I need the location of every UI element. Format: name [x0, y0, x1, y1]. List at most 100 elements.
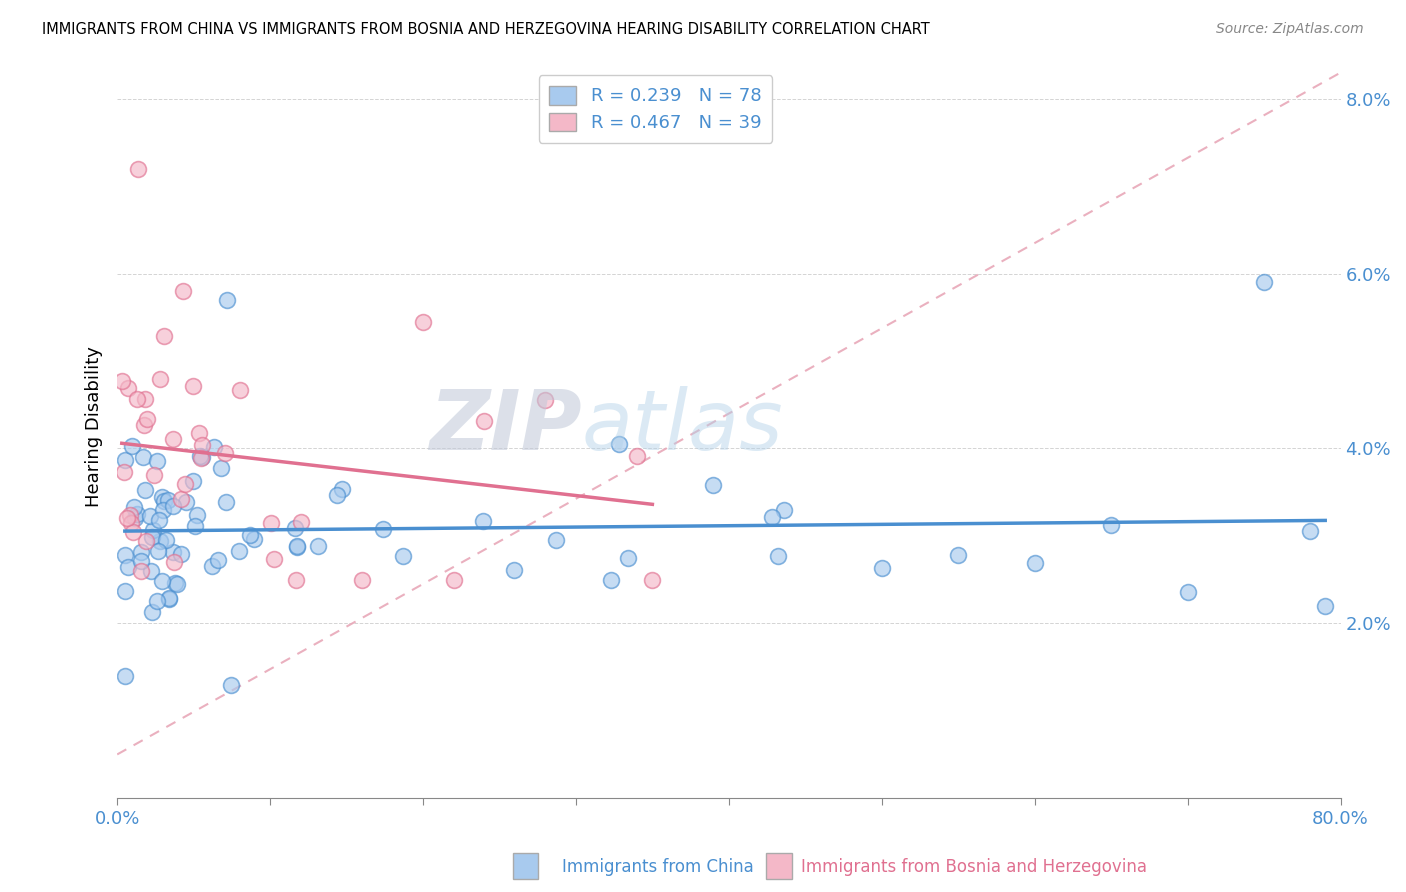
Point	[155, 533, 177, 547]
Point	[156, 493, 179, 508]
Point	[228, 543, 250, 558]
Point	[702, 478, 724, 492]
Point	[149, 534, 172, 549]
Point	[148, 544, 170, 558]
Point	[172, 284, 194, 298]
Point	[165, 575, 187, 590]
Point	[284, 521, 307, 535]
Point	[187, 425, 209, 440]
Point	[546, 533, 568, 547]
Point	[162, 432, 184, 446]
Point	[163, 555, 186, 569]
Text: Immigrants from Bosnia and Herzegovina: Immigrants from Bosnia and Herzegovina	[801, 858, 1147, 876]
Point	[471, 514, 494, 528]
Point	[1253, 276, 1275, 290]
Point	[207, 553, 229, 567]
Point	[534, 393, 557, 408]
Point	[114, 453, 136, 467]
Point	[117, 381, 139, 395]
Point	[263, 551, 285, 566]
Text: IMMIGRANTS FROM CHINA VS IMMIGRANTS FROM BOSNIA AND HERZEGOVINA HEARING DISABILI: IMMIGRANTS FROM CHINA VS IMMIGRANTS FROM…	[42, 22, 929, 37]
Point	[125, 507, 148, 521]
Point	[290, 516, 312, 530]
Point	[131, 554, 153, 568]
Point	[150, 491, 173, 505]
Point	[114, 584, 136, 599]
Point	[150, 574, 173, 589]
Point	[166, 577, 188, 591]
Point	[600, 574, 623, 588]
Point	[129, 544, 152, 558]
Point	[1177, 585, 1199, 599]
Point	[142, 523, 165, 537]
Point	[131, 450, 153, 464]
Point	[181, 474, 204, 488]
Point	[371, 522, 394, 536]
Point	[609, 437, 631, 451]
Point	[174, 494, 197, 508]
Point	[141, 605, 163, 619]
Point	[170, 547, 193, 561]
Point	[152, 503, 174, 517]
Point	[285, 539, 308, 553]
Point	[191, 450, 214, 465]
Point	[174, 477, 197, 491]
Point	[190, 450, 212, 465]
Point	[202, 440, 225, 454]
Point	[149, 371, 172, 385]
Point	[132, 418, 155, 433]
Point	[443, 573, 465, 587]
Point	[285, 573, 308, 587]
Point	[117, 560, 139, 574]
Point	[191, 438, 214, 452]
Point	[135, 533, 157, 548]
Point	[157, 591, 180, 606]
Point	[127, 161, 149, 176]
Point	[1024, 556, 1046, 570]
Point	[162, 544, 184, 558]
Point	[114, 548, 136, 562]
Point	[215, 293, 238, 307]
Point	[120, 516, 142, 530]
Legend: R = 0.239   N = 78, R = 0.467   N = 39: R = 0.239 N = 78, R = 0.467 N = 39	[538, 75, 772, 143]
Point	[242, 532, 264, 546]
Point	[146, 593, 169, 607]
Point	[120, 508, 142, 522]
Point	[870, 561, 893, 575]
Point	[1299, 524, 1322, 539]
Point	[209, 461, 232, 475]
Point	[626, 449, 648, 463]
Point	[285, 540, 308, 554]
Point	[162, 500, 184, 514]
Point	[142, 468, 165, 483]
Point	[170, 492, 193, 507]
Point	[1099, 517, 1122, 532]
Point	[148, 513, 170, 527]
Point	[188, 449, 211, 463]
Point	[114, 669, 136, 683]
Point	[134, 392, 156, 407]
Point	[412, 315, 434, 329]
Point	[141, 530, 163, 544]
Point	[183, 519, 205, 533]
Point	[472, 414, 495, 428]
Point	[761, 509, 783, 524]
Text: Source: ZipAtlas.com: Source: ZipAtlas.com	[1216, 22, 1364, 37]
Point	[214, 445, 236, 459]
Point	[153, 329, 176, 343]
Point	[641, 573, 664, 587]
Point	[129, 564, 152, 578]
Point	[135, 412, 157, 426]
Point	[773, 503, 796, 517]
Point	[330, 482, 353, 496]
Point	[186, 508, 208, 523]
Point	[326, 488, 349, 502]
Point	[1315, 599, 1337, 613]
Point	[125, 392, 148, 406]
Point	[215, 495, 238, 509]
Point	[124, 500, 146, 515]
Point	[124, 511, 146, 525]
Point	[111, 374, 134, 388]
Text: ZIP: ZIP	[429, 386, 582, 467]
Point	[219, 677, 242, 691]
